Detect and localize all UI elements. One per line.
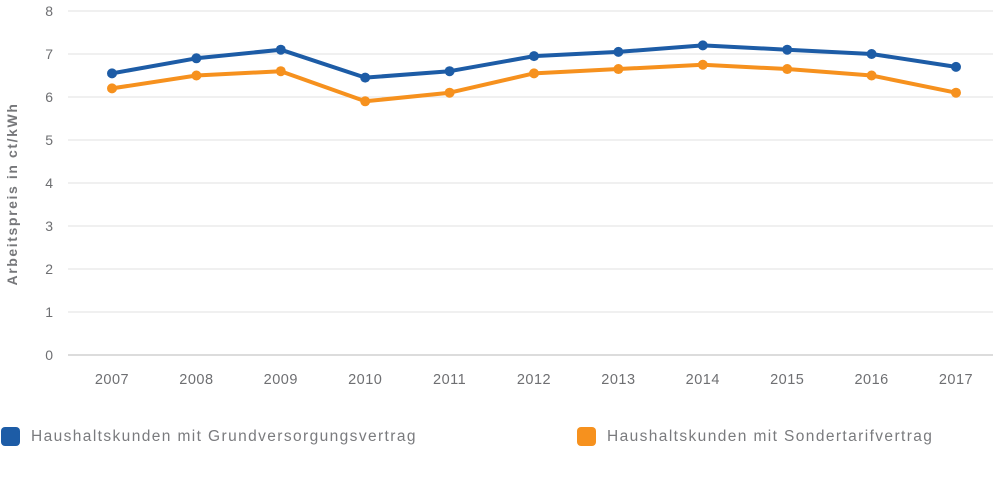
data-point-0-2009: [275, 44, 286, 55]
legend-label-sondertarifvertrag: Haushaltskunden mit Sondertarifvertrag: [607, 427, 934, 445]
data-point-1-2015: [782, 64, 793, 75]
data-point-1-2016: [866, 70, 877, 81]
data-point-0-2010: [360, 72, 371, 83]
legend-item-grundversorgungsvertrag[interactable]: Haushaltskunden mit Grundversorgungsvert…: [1, 427, 417, 446]
data-point-1-2013: [613, 64, 624, 75]
data-point-1-2007: [107, 83, 117, 94]
y-tick-label: 5: [45, 132, 53, 148]
x-tick-label: 2016: [854, 372, 888, 388]
y-tick-label: 7: [45, 46, 53, 62]
x-tick-label: 2011: [433, 372, 466, 388]
legend-item-sondertarifvertrag[interactable]: Haushaltskunden mit Sondertarifvertrag: [577, 427, 933, 446]
x-tick-label: 2007: [95, 372, 129, 388]
y-tick-label: 1: [45, 304, 53, 320]
data-point-1-2017: [951, 87, 961, 98]
data-point-1-2008: [191, 70, 202, 81]
x-tick-label: 2012: [517, 372, 551, 388]
data-point-0-2011: [444, 66, 455, 77]
data-point-1-2014: [697, 59, 708, 70]
legend-swatch-orange-icon: [577, 427, 596, 446]
legend: Haushaltskunden mit Grundversorgungsvert…: [0, 427, 1004, 449]
x-tick-label: 2017: [939, 372, 973, 388]
y-tick-label: 6: [45, 89, 53, 105]
data-point-1-2010: [360, 96, 371, 107]
y-tick-label: 4: [45, 175, 53, 191]
x-tick-label: 2015: [770, 372, 804, 388]
legend-swatch-blue-icon: [1, 427, 20, 446]
data-point-1-2009: [275, 66, 286, 77]
x-tick-label: 2013: [601, 372, 635, 388]
data-point-1-2012: [529, 68, 539, 79]
data-point-0-2016: [866, 49, 877, 59]
data-point-0-2014: [697, 40, 708, 51]
x-tick-label: 2010: [348, 372, 382, 388]
data-point-0-2007: [107, 68, 117, 79]
data-point-0-2012: [529, 51, 539, 62]
data-point-0-2017: [951, 61, 961, 72]
data-point-1-2011: [444, 87, 455, 98]
x-tick-label: 2014: [686, 372, 720, 388]
data-point-0-2013: [613, 46, 624, 57]
y-tick-label: 8: [45, 3, 53, 19]
y-tick-label: 0: [45, 347, 53, 363]
x-tick-label: 2009: [264, 372, 298, 388]
plot-area: 0 1 2 3 4 5 6 7 8 2007 2008 2009 2010 2011 2012 2013 201…: [45, 3, 993, 388]
data-point-0-2015: [782, 44, 793, 55]
y-tick-label: 2: [45, 261, 53, 277]
data-point-0-2008: [191, 53, 202, 64]
x-tick-label: 2008: [179, 372, 213, 388]
legend-label-grundversorgungsvertrag: Haushaltskunden mit Grundversorgungsvert…: [31, 427, 417, 445]
y-tick-label: 3: [45, 218, 53, 234]
